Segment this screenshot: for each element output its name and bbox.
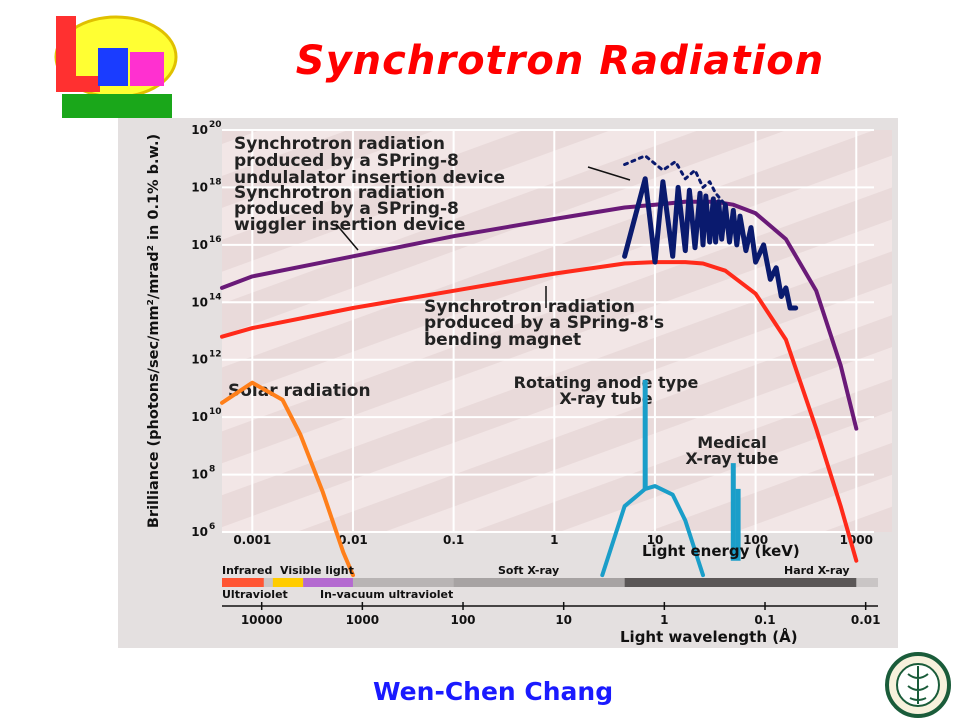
annotation-medical-line2: X-ray tube bbox=[685, 449, 778, 468]
annotation-anode-line1: Rotating anode type bbox=[514, 373, 699, 392]
x-axis-label: Light energy (keV) bbox=[642, 542, 800, 560]
x-tick-label: 100 bbox=[743, 533, 768, 547]
band-label-soft-xray: Soft X-ray bbox=[498, 564, 559, 577]
y-tick-label: 10 bbox=[191, 180, 208, 194]
band-label-visible: Visible light bbox=[280, 564, 354, 577]
band-label-hard-xray: Hard X-ray bbox=[784, 564, 850, 577]
wavelength-tick-label: 10000 bbox=[241, 613, 283, 627]
y-tick-exponent: 10 bbox=[209, 407, 222, 417]
x-tick-label: 0.001 bbox=[233, 533, 271, 547]
pointer-undulator bbox=[587, 166, 631, 181]
y-tick-exponent: 12 bbox=[209, 350, 222, 360]
annotation-wiggler-line1: Synchrotron radiation bbox=[234, 183, 445, 203]
annotation-bending: Synchrotron radiation produced by a SPri… bbox=[424, 297, 664, 350]
wavelength-tick-label: 1000 bbox=[346, 613, 379, 627]
y-tick-label: 10 bbox=[191, 123, 208, 137]
author-name: Wen-Chen Chang bbox=[373, 677, 614, 706]
x-tick-label: 10 bbox=[647, 533, 664, 547]
annotation-medical-line1: Medical bbox=[697, 433, 766, 452]
y-tick-exponent: 6 bbox=[209, 522, 215, 532]
x2-axis-label: Light wavelength (Å) bbox=[620, 627, 798, 646]
annotation-anode-line2: X-ray tube bbox=[559, 389, 652, 408]
series-bending bbox=[220, 260, 859, 563]
y-tick-label: 10 bbox=[191, 468, 208, 482]
pointer-wiggler bbox=[335, 223, 359, 251]
x-tick-label: 0.1 bbox=[443, 533, 464, 547]
band-2 bbox=[303, 578, 353, 587]
annotation-solar: Solar radiation bbox=[228, 381, 371, 401]
annotation-undulator-line1: Synchrotron radiation bbox=[234, 134, 445, 154]
band-1 bbox=[272, 578, 304, 587]
y-tick-label: 10 bbox=[191, 353, 208, 367]
band-0 bbox=[222, 578, 264, 587]
y-tick-label: 10 bbox=[191, 410, 208, 424]
annotation-bending-line2: produced by a SPring-8's bbox=[424, 313, 664, 333]
band-label-infrared: Infrared bbox=[222, 564, 272, 577]
annotation-undulator-line3: undulalator insertion device bbox=[234, 168, 505, 188]
series-wiggler bbox=[220, 199, 859, 431]
spectrum-bands bbox=[222, 578, 878, 587]
series-solar bbox=[220, 380, 355, 578]
y-tick-label: 10 bbox=[191, 238, 208, 252]
x-tick-label: 0.01 bbox=[338, 533, 368, 547]
band-label-ultraviolet: Ultraviolet bbox=[222, 588, 288, 601]
wavelength-tick-label: 1 bbox=[660, 613, 668, 627]
y-tick-exponent: 16 bbox=[209, 235, 222, 245]
y-tick-label: 10 bbox=[191, 295, 208, 309]
slide-title: Synchrotron Radiation bbox=[295, 38, 825, 84]
academia-sinica-seal bbox=[885, 652, 951, 718]
x-tick-label: 1 bbox=[550, 533, 558, 547]
annotation-anode: Rotating anode type X-ray tube bbox=[514, 373, 699, 408]
wavelength-tick-label: 100 bbox=[450, 613, 475, 627]
x-tick-label: 1000 bbox=[840, 533, 873, 547]
pointer-lines bbox=[335, 166, 631, 308]
annotation-wiggler-line2: produced by a SPring-8 bbox=[234, 199, 459, 219]
legs-logo bbox=[54, 15, 178, 118]
wavelength-tick-label: 0.1 bbox=[754, 613, 775, 627]
wavelength-tick-label: 10 bbox=[555, 613, 572, 627]
annotation-bending-line1: Synchrotron radiation bbox=[424, 297, 635, 317]
band-label-invacuum-uv: In-vacuum ultraviolet bbox=[320, 588, 453, 601]
annotation-wiggler-line3: wiggler insertion device bbox=[234, 215, 465, 235]
band-3 bbox=[352, 578, 454, 587]
y-axis-label: Brilliance (photons/sec/mm²/mrad² in 0.1… bbox=[146, 134, 162, 528]
y-tick-exponent: 18 bbox=[209, 177, 222, 187]
y-tick-exponent: 20 bbox=[209, 120, 222, 130]
annotation-undulator-line2: produced by a SPring-8 bbox=[234, 151, 459, 171]
annotation-bending-line3: bending magnet bbox=[424, 330, 581, 350]
annotation-wiggler: Synchrotron radiation produced by a SPri… bbox=[234, 183, 465, 235]
series-undulator-envelope bbox=[623, 154, 727, 207]
series-anode-dome bbox=[600, 484, 705, 578]
wavelength-ticks: 10000 1000 100 10 1 0.1 0.01 bbox=[241, 602, 881, 627]
series-undulator-peaks bbox=[622, 176, 799, 311]
series-layer bbox=[220, 154, 859, 578]
x-tick-labels: 0.001 0.01 0.1 1 10 100 1000 bbox=[233, 533, 873, 547]
wavelength-tick-label: 0.01 bbox=[851, 613, 881, 627]
annotation-medical: Medical X-ray tube bbox=[685, 433, 778, 468]
y-tick-exponent: 14 bbox=[209, 292, 222, 302]
band-4 bbox=[453, 578, 625, 587]
band-5 bbox=[624, 578, 857, 587]
y-tick-exponent: 8 bbox=[209, 465, 215, 475]
y-tick-label: 10 bbox=[191, 525, 208, 539]
annotation-undulator: Synchrotron radiation produced by a SPri… bbox=[234, 134, 505, 188]
